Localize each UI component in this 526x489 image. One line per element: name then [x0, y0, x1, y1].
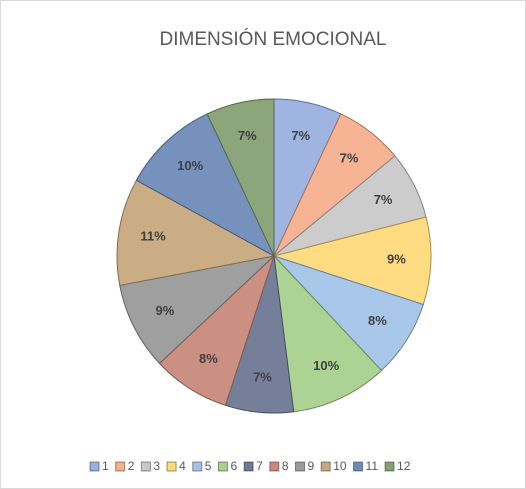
legend-swatch [166, 461, 177, 472]
data-label: 8% [368, 313, 387, 328]
legend-label: 2 [128, 459, 135, 473]
legend-label: 10 [333, 459, 347, 473]
legend-label: 6 [230, 459, 237, 473]
legend-label: 9 [308, 459, 315, 473]
legend-label: 12 [397, 459, 411, 473]
data-label: 11% [140, 228, 166, 243]
legend-swatch [89, 461, 100, 472]
data-label: 9% [387, 251, 406, 266]
data-label: 10% [177, 158, 203, 173]
slice-edge [135, 113, 276, 258]
legend-swatch [192, 461, 203, 472]
pie-slice [116, 179, 276, 287]
legend-swatch [353, 461, 364, 472]
data-label: 7% [291, 128, 310, 143]
data-label: 10% [313, 358, 339, 373]
legend-swatch [320, 461, 331, 472]
legend-swatch [217, 461, 228, 472]
data-label: 7% [238, 128, 257, 143]
slice-edge [119, 255, 276, 365]
legend-swatch [115, 461, 126, 472]
legend-swatch [384, 461, 395, 472]
pie-slice [206, 98, 275, 257]
legend-label: 8 [282, 459, 289, 473]
pie-slice [119, 255, 276, 365]
chart-title: DIMENSIÓN EMOCIONAL [160, 28, 387, 50]
legend-swatch [295, 461, 305, 472]
legend-label: 4 [179, 459, 186, 473]
data-label: 7% [374, 192, 393, 207]
slice-edge [272, 216, 432, 306]
legend-swatch [243, 461, 254, 472]
legend-swatch [140, 461, 151, 472]
legend-label: 3 [153, 459, 160, 473]
pie-slice [273, 254, 383, 413]
legend-label: 1 [102, 459, 109, 473]
slice-edge [273, 254, 383, 413]
legend-label: 11 [366, 459, 379, 473]
legend-label: 7 [256, 459, 263, 473]
slice-edge [206, 98, 275, 257]
data-label: 8% [199, 351, 218, 366]
pie-slice [135, 113, 276, 258]
data-label: 7% [253, 369, 272, 384]
data-label: 7% [340, 151, 359, 166]
legend-label: 5 [205, 459, 212, 473]
data-label: 9% [155, 303, 174, 318]
legend-swatch [269, 461, 280, 472]
slice-edge [116, 179, 276, 287]
pie-slice [272, 216, 432, 306]
